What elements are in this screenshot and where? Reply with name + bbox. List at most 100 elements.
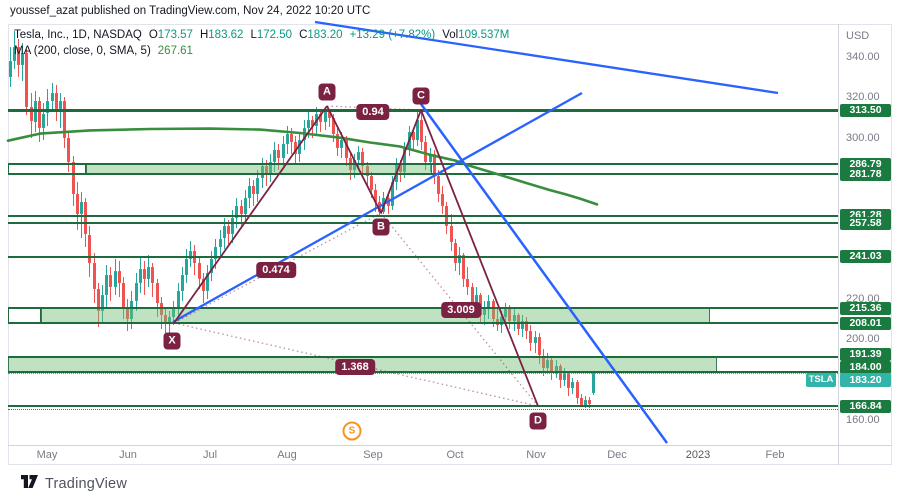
candle (58, 101, 62, 110)
candle (231, 218, 235, 235)
candle (441, 194, 445, 207)
candle (105, 274, 109, 295)
candle (252, 186, 256, 195)
candle (315, 113, 319, 126)
candle (323, 111, 327, 122)
candle (121, 282, 125, 308)
candle (100, 295, 104, 312)
candle (310, 119, 314, 126)
candle (386, 198, 390, 207)
time-axis-label: Jul (202, 449, 218, 461)
price-level-badge: 215.36 (840, 301, 891, 315)
candle (294, 141, 298, 154)
open-value: O173.57 (148, 29, 193, 41)
candle (130, 301, 134, 320)
currency-label: USD (846, 30, 870, 42)
candle (533, 337, 537, 344)
candle (109, 274, 113, 287)
time-axis-label: Nov (526, 449, 546, 461)
candle (256, 178, 260, 195)
candle (239, 206, 243, 215)
candle (436, 176, 440, 195)
split-event-marker: S (342, 421, 362, 441)
candle (415, 119, 419, 140)
change-value: +13.29 (+7.82%) (349, 29, 436, 41)
price-level-line (8, 322, 838, 325)
candle (378, 202, 382, 213)
candle (411, 131, 415, 140)
candle (67, 137, 71, 162)
price-level-line (8, 163, 838, 166)
candle (285, 133, 289, 144)
candle (197, 262, 201, 279)
candle (424, 141, 428, 162)
price-level-line (8, 222, 838, 225)
candle (142, 268, 146, 279)
candle (151, 266, 155, 283)
symbol-title: Tesla, Inc., 1D, NASDAQ (14, 29, 142, 41)
candle (331, 117, 335, 134)
price-level-line (8, 108, 838, 112)
price-level-badge: 313.50 (840, 103, 891, 117)
price-level-badge: 184.00 (840, 360, 891, 374)
price-tick: 200.00 (846, 333, 880, 346)
price-level-badge: 286.79 (840, 157, 891, 171)
price-level-badge: 241.03 (840, 250, 891, 264)
time-axis-label: Oct (446, 449, 464, 461)
price-level-line (8, 408, 838, 410)
candle (583, 399, 587, 405)
time-axis-separator (8, 445, 892, 446)
candle (327, 111, 331, 118)
price-level-line (8, 173, 838, 176)
price-level-line (8, 355, 838, 358)
footer-brand[interactable]: TradingView (20, 474, 127, 494)
pattern-ratio-badge: 1.368 (335, 359, 375, 375)
candle (579, 397, 583, 405)
candle (92, 262, 96, 289)
candle (63, 101, 67, 138)
pattern-ratio-badge: 3.009 (441, 302, 481, 318)
candle (46, 101, 50, 114)
time-axis-label: May (36, 449, 58, 461)
candle (25, 53, 29, 108)
candle (222, 226, 226, 239)
candle (382, 198, 386, 213)
tradingview-brand-text: TradingView (45, 476, 127, 492)
candle (470, 286, 474, 303)
candle (340, 139, 344, 148)
candle (21, 53, 25, 66)
candle (407, 131, 411, 148)
candle (306, 119, 310, 128)
pattern-point-B: B (372, 218, 390, 236)
candle (88, 234, 92, 263)
candle (180, 274, 184, 291)
candle (466, 278, 470, 287)
candle (163, 315, 167, 324)
current-price-badge: 183.20 (840, 373, 891, 387)
candle (247, 186, 251, 199)
candle (184, 258, 188, 275)
candle (369, 176, 373, 191)
candle (218, 238, 222, 247)
pattern-ratio-badge: 0.474 (256, 262, 296, 278)
candle-wick (311, 115, 313, 138)
candle (155, 282, 159, 304)
candle (357, 151, 361, 160)
candle (529, 331, 533, 344)
legend-row-symbol: Tesla, Inc., 1D, NASDAQ O173.57 H183.62 … (14, 27, 509, 43)
ma-value: 267.61 (157, 45, 193, 57)
candle (428, 153, 432, 162)
time-axis-label: Aug (277, 449, 297, 461)
candle (537, 337, 541, 356)
candle (29, 107, 33, 122)
legend-row-ma: MA (200, close, 0, SMA, 5) 267.61 (14, 43, 509, 59)
candle (126, 307, 130, 320)
candle (168, 317, 172, 324)
candle (71, 161, 75, 195)
candle (37, 101, 41, 128)
price-level-badge: 257.58 (840, 216, 891, 230)
price-level-line (8, 255, 838, 258)
price-axis-separator (838, 24, 839, 465)
price-level-badge: 208.01 (840, 316, 891, 330)
candle (571, 381, 575, 388)
